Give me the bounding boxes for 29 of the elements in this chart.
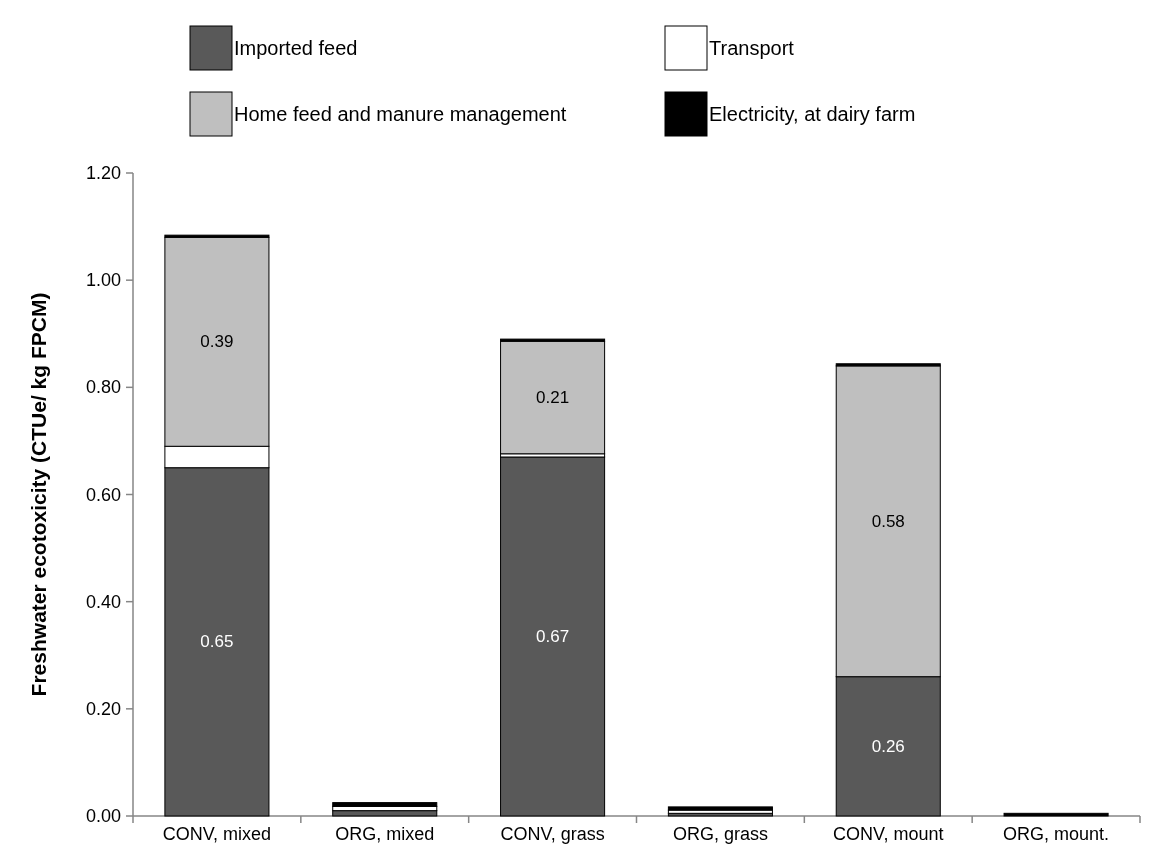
y-tick-label: 0.40 — [85, 591, 121, 612]
bar — [500, 456, 606, 817]
bar — [1003, 812, 1109, 817]
bar — [332, 810, 438, 817]
legend-label: Transport — [709, 37, 795, 59]
bar — [500, 340, 606, 455]
legend-label: Imported feed — [234, 37, 358, 59]
y-tick-label: 0.60 — [85, 484, 121, 505]
x-tick-label: CONV, mixed — [162, 824, 272, 844]
x-tick-label: ORG, grass — [672, 824, 768, 844]
data-label: 0.58 — [871, 511, 905, 531]
legend-label: Home feed and manure management — [234, 103, 567, 125]
bar — [332, 802, 438, 807]
y-tick-label: 1.00 — [85, 270, 121, 291]
y-axis-title: Freshwater ecotoxicity (CTUe/ kg FPCM) — [27, 292, 50, 697]
x-tick-label: ORG, mixed — [335, 824, 435, 844]
legend-label: Electricity, at dairy farm — [709, 103, 916, 125]
y-tick-label: 0.00 — [85, 806, 121, 826]
data-label: 0.26 — [871, 736, 905, 756]
y-tick-label: 1.20 — [85, 163, 121, 183]
data-label: 0.21 — [536, 388, 570, 408]
x-tick-label: ORG, mount. — [1003, 824, 1110, 844]
data-label: 0.67 — [536, 627, 570, 646]
data-label: 0.65 — [200, 632, 234, 652]
x-tick-label: CONV, mount — [833, 824, 944, 844]
y-tick-label: 0.80 — [85, 377, 121, 398]
y-tick-label: 0.20 — [85, 698, 121, 719]
x-tick-label: CONV, grass — [500, 824, 605, 844]
data-label: 0.39 — [200, 332, 234, 352]
